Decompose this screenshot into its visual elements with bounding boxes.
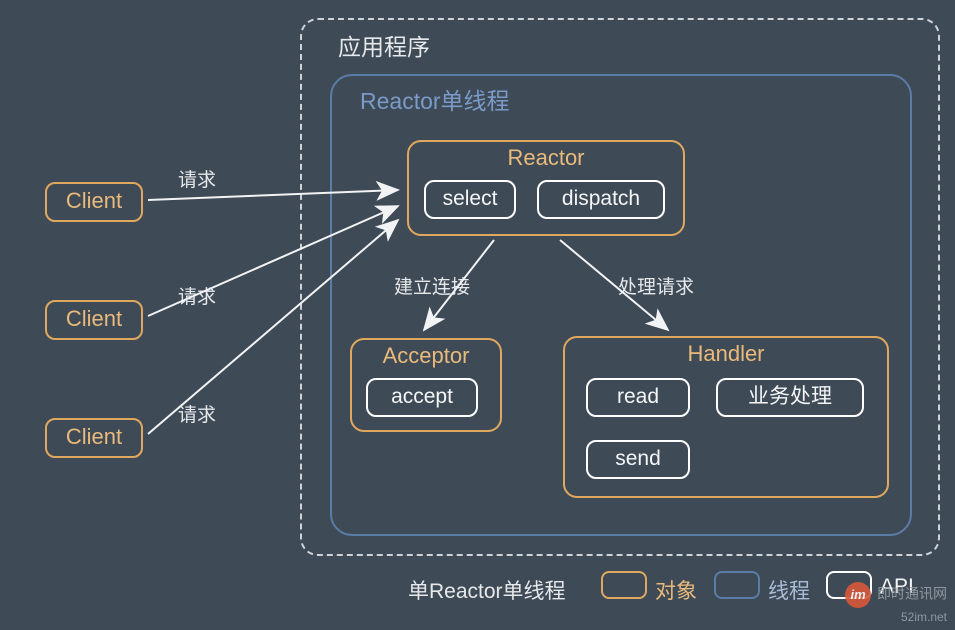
legend-thread-swatch [714, 571, 760, 599]
request-label-3: 请求 [178, 400, 216, 427]
legend-object-swatch [601, 571, 647, 599]
acceptor-title: Acceptor [352, 340, 500, 369]
biz-api: 业务处理 [716, 378, 864, 417]
dispatch-api: dispatch [537, 180, 665, 219]
client-3: Client [45, 418, 143, 458]
application-title: 应用程序 [338, 28, 430, 62]
accept-api: accept [366, 378, 478, 417]
request-label-2: 请求 [178, 282, 216, 309]
footer-caption: 单Reactor单线程 [408, 575, 566, 605]
establish-label: 建立连接 [394, 272, 470, 299]
read-api: read [586, 378, 690, 417]
send-api: send [586, 440, 690, 479]
select-api: select [424, 180, 516, 219]
watermark-badge: im [845, 582, 871, 608]
reactor-thread-title: Reactor单线程 [360, 82, 510, 116]
legend-object-text: 对象 [655, 575, 697, 605]
handler-title: Handler [565, 338, 887, 367]
request-label-1: 请求 [178, 165, 216, 192]
reactor-title: Reactor [409, 142, 683, 171]
client-1: Client [45, 182, 143, 222]
client-2: Client [45, 300, 143, 340]
watermark-text: 即时通讯网 [877, 586, 947, 602]
process-label: 处理请求 [618, 272, 694, 299]
watermark-url: 52im.net [901, 610, 947, 624]
watermark: im 即时通讯网 52im.net [845, 582, 947, 624]
legend-thread-text: 线程 [768, 575, 810, 605]
